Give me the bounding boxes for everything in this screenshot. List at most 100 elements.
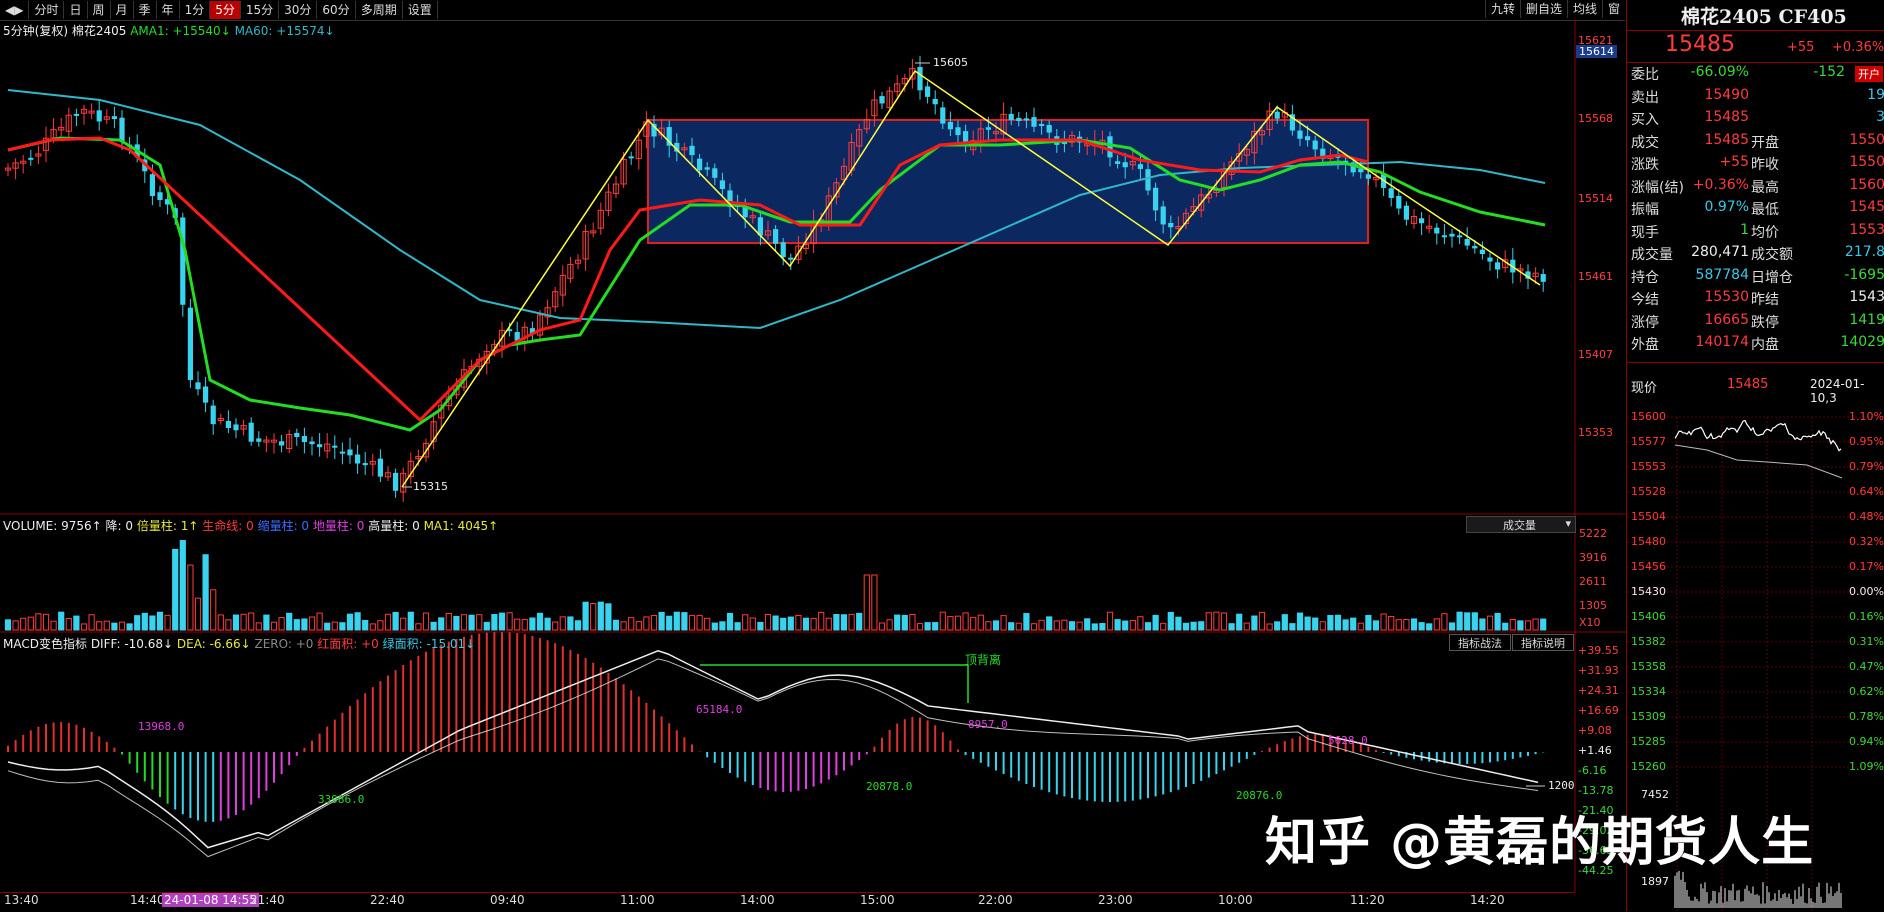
mini-pct-tick: 0.17% bbox=[1849, 560, 1884, 573]
volume-bar bbox=[430, 621, 437, 631]
mini-pct-tick: 0.31% bbox=[1849, 635, 1884, 648]
time-tick-7: 14:00 bbox=[740, 893, 775, 907]
volume-bar bbox=[536, 612, 544, 631]
candle-body bbox=[529, 328, 535, 335]
candle-body bbox=[1525, 271, 1531, 279]
volume-bar bbox=[1350, 617, 1357, 631]
candle-body bbox=[992, 131, 1000, 135]
candle-body bbox=[963, 131, 969, 146]
volume-bar bbox=[187, 564, 194, 631]
volume-bar bbox=[719, 621, 726, 631]
volume-bar bbox=[1228, 623, 1235, 631]
volume-bar bbox=[894, 614, 901, 631]
quote-label: 卖出 bbox=[1631, 89, 1659, 106]
candle-body bbox=[393, 472, 399, 491]
macd-tick-8: -13.78 bbox=[1578, 784, 1614, 797]
mini-price-tick: 15480 bbox=[1631, 535, 1666, 548]
volume-bar bbox=[1144, 622, 1152, 631]
tab-quarter[interactable]: 季 bbox=[134, 1, 157, 19]
remove-watchlist-button[interactable]: 删自选 bbox=[1519, 0, 1567, 18]
macd-value-6: 20876.0 bbox=[1236, 789, 1283, 802]
tab-5min[interactable]: 5分 bbox=[210, 1, 241, 19]
tab-1min[interactable]: 1分 bbox=[180, 1, 211, 19]
candle-body bbox=[1122, 162, 1128, 168]
candle-body bbox=[514, 332, 520, 341]
window-button[interactable]: 窗 bbox=[1601, 0, 1625, 18]
ama-line bbox=[7, 136, 1546, 432]
quote-value-2: 14029 bbox=[1840, 334, 1884, 350]
volume-bar bbox=[1190, 621, 1197, 631]
candle-body bbox=[1449, 233, 1455, 237]
candle-body bbox=[1457, 235, 1463, 238]
tab-settings[interactable]: 设置 bbox=[403, 1, 438, 19]
volume-bar bbox=[156, 611, 164, 631]
quote-label: 成交量 bbox=[1631, 247, 1673, 263]
indicator-strategy-button[interactable]: 指标战法 bbox=[1449, 634, 1511, 651]
tab-fenshi[interactable]: 分时 bbox=[29, 1, 65, 19]
mini-price-tick: 15577 bbox=[1631, 435, 1666, 448]
quote-row: 买入 15485 3 bbox=[1627, 109, 1884, 131]
tab-30min[interactable]: 30分 bbox=[279, 1, 318, 19]
volume-bar bbox=[985, 621, 992, 631]
tick-date: 2024-01-10,3 bbox=[1810, 377, 1865, 405]
candle-body bbox=[697, 158, 703, 171]
tab-multi-period[interactable]: 多周期 bbox=[356, 1, 403, 19]
quote-label: 涨幅(结) bbox=[1631, 179, 1684, 196]
jiuzhuan-button[interactable]: 九转 bbox=[1484, 0, 1520, 18]
tab-day[interactable]: 日 bbox=[64, 1, 88, 19]
volume-bar bbox=[331, 621, 338, 631]
tab-60min[interactable]: 60分 bbox=[317, 1, 356, 19]
candle-body bbox=[1137, 164, 1143, 169]
volume-bar bbox=[1342, 619, 1349, 631]
volume-bar bbox=[1433, 618, 1440, 631]
vol-item-7: MA1: 4045↑ bbox=[423, 519, 499, 533]
volume-bar bbox=[590, 603, 597, 631]
time-axis: 13:40 14:40 24-01-08 14:55 21:40 22:40 0… bbox=[0, 892, 1575, 912]
candle-body bbox=[384, 472, 392, 478]
vol-item-6: 高量柱: 0 bbox=[368, 519, 420, 533]
candle-body bbox=[689, 145, 695, 156]
mini-price-tick: 15260 bbox=[1631, 760, 1666, 773]
candle-body bbox=[1312, 140, 1318, 150]
macd-tick-9: -21.40 bbox=[1578, 804, 1614, 817]
candle-body bbox=[894, 83, 901, 93]
volume-bar bbox=[476, 614, 483, 631]
candle-body bbox=[430, 421, 437, 442]
volume-bar bbox=[483, 621, 490, 631]
quote-panel: 棉花2405 CF405 15485 +55 +0.36% 委比 -66.09% -… bbox=[1626, 0, 1884, 911]
macd-red-area: 红面积: +0 bbox=[317, 637, 379, 651]
quote-value-2: 1419 bbox=[1849, 311, 1884, 328]
volume-indicator-select[interactable]: 成交量 ▾ bbox=[1466, 516, 1576, 533]
quote-row: 成交 15485 开盘 1550 bbox=[1627, 132, 1884, 154]
candle-body bbox=[635, 139, 642, 160]
toolbar-menu-icon[interactable]: ◀▶ bbox=[0, 1, 30, 19]
quote-label-2: 最低 bbox=[1751, 202, 1779, 218]
volume-bar bbox=[916, 623, 924, 631]
volume-bar bbox=[612, 619, 620, 631]
vol-item-3: 生命线: 0 bbox=[202, 519, 254, 533]
quote-row: 涨跌 +55 昨收 1550 bbox=[1627, 154, 1884, 176]
candle-body bbox=[1532, 272, 1539, 278]
tab-month[interactable]: 月 bbox=[111, 1, 134, 19]
mini-pct-tick: 0.64% bbox=[1849, 485, 1884, 498]
mini-pct-tick: 0.79% bbox=[1849, 460, 1884, 473]
candle-body bbox=[1039, 124, 1045, 127]
indicator-help-button[interactable]: 指标说明 bbox=[1512, 634, 1574, 651]
vol-item-4: 缩量柱: 0 bbox=[257, 519, 310, 533]
macd-diff: DIFF: -10.68↓ bbox=[90, 637, 174, 651]
ma-line-button[interactable]: 均线 bbox=[1566, 0, 1602, 18]
tab-15min[interactable]: 15分 bbox=[241, 1, 280, 19]
tab-year[interactable]: 年 bbox=[157, 1, 180, 19]
mini-pct-tick: 0.47% bbox=[1849, 660, 1884, 673]
volume-bar bbox=[1426, 623, 1433, 631]
open-account-button[interactable]: 开户 bbox=[1855, 66, 1883, 82]
mini-price-tick: 15528 bbox=[1631, 485, 1666, 498]
volume-bar bbox=[704, 617, 711, 631]
volume-bar bbox=[1380, 613, 1387, 631]
candle-body bbox=[1540, 274, 1546, 282]
mini-pct-tick: 0.48% bbox=[1849, 510, 1884, 523]
candle-body bbox=[947, 121, 953, 130]
tab-week[interactable]: 周 bbox=[88, 1, 111, 19]
mini-price-tick: 15553 bbox=[1631, 460, 1666, 473]
candle-body bbox=[28, 157, 34, 160]
